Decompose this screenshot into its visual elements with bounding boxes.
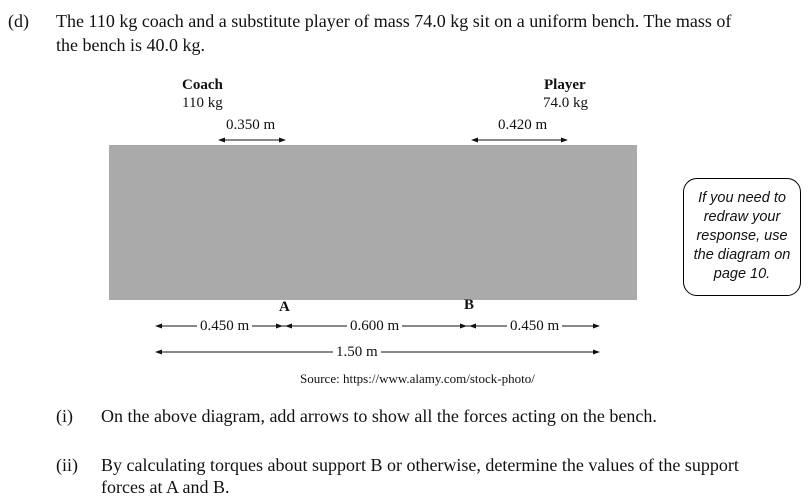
note-line: the diagram on bbox=[693, 247, 791, 263]
dim-middle-end-arrowhead bbox=[460, 323, 467, 329]
redraw-note-box: If you need to redraw your response, use… bbox=[683, 178, 801, 296]
subquestion-ii-text-line-1: By calculating torques about support B o… bbox=[101, 455, 739, 475]
dim-total-label-cover: 1.50 m bbox=[333, 344, 381, 361]
coach-distance-arrowhead-left bbox=[218, 137, 225, 143]
dim-total-end-arrowhead bbox=[593, 349, 600, 355]
subquestion-ii-label: (ii) bbox=[56, 455, 78, 475]
coach-title: Coach bbox=[182, 77, 223, 93]
part-label: (d) bbox=[8, 11, 29, 31]
player-distance-arrowhead-left bbox=[471, 137, 478, 143]
player-distance-arrowhead-right bbox=[561, 137, 568, 143]
player-distance-label: 0.420 m bbox=[498, 117, 548, 133]
dim-middle-start-arrowhead bbox=[285, 323, 292, 329]
dim-left-end-arrowhead bbox=[276, 323, 283, 329]
note-line: If you need to bbox=[698, 190, 786, 206]
subquestion-i-text: On the above diagram, add arrows to show… bbox=[101, 406, 657, 426]
player-mass: 74.0 kg bbox=[543, 95, 588, 111]
coach-mass: 110 kg bbox=[182, 95, 223, 111]
dim-right-start-arrowhead bbox=[469, 323, 476, 329]
source-caption: Source: https://www.alamy.com/stock-phot… bbox=[300, 371, 535, 386]
question-line-1: The 110 kg coach and a substitute player… bbox=[56, 11, 732, 31]
note-line: redraw your bbox=[703, 209, 781, 225]
question-line-2: the bench is 40.0 kg. bbox=[56, 35, 205, 55]
coach-distance-label: 0.350 m bbox=[226, 117, 276, 133]
subquestion-ii-text-line-2: forces at A and B. bbox=[101, 477, 230, 497]
coach-distance-arrowhead-right bbox=[279, 137, 286, 143]
bench-image bbox=[109, 145, 637, 300]
dim-right-label-cover: 0.450 m bbox=[507, 318, 563, 335]
dim-left-label-cover: 0.450 m bbox=[197, 318, 253, 335]
support-a-label: A bbox=[279, 299, 290, 315]
note-line: page 10. bbox=[713, 266, 771, 282]
subquestion-i-label: (i) bbox=[56, 406, 73, 426]
support-b-label: B bbox=[464, 297, 475, 313]
player-title: Player bbox=[544, 77, 586, 93]
dim-right-end-arrowhead bbox=[593, 323, 600, 329]
dim-total-start-arrowhead bbox=[155, 349, 162, 355]
dim-left-start-arrowhead bbox=[155, 323, 162, 329]
dim-middle-label-cover: 0.600 m bbox=[347, 318, 403, 335]
note-line: response, use bbox=[696, 228, 788, 244]
